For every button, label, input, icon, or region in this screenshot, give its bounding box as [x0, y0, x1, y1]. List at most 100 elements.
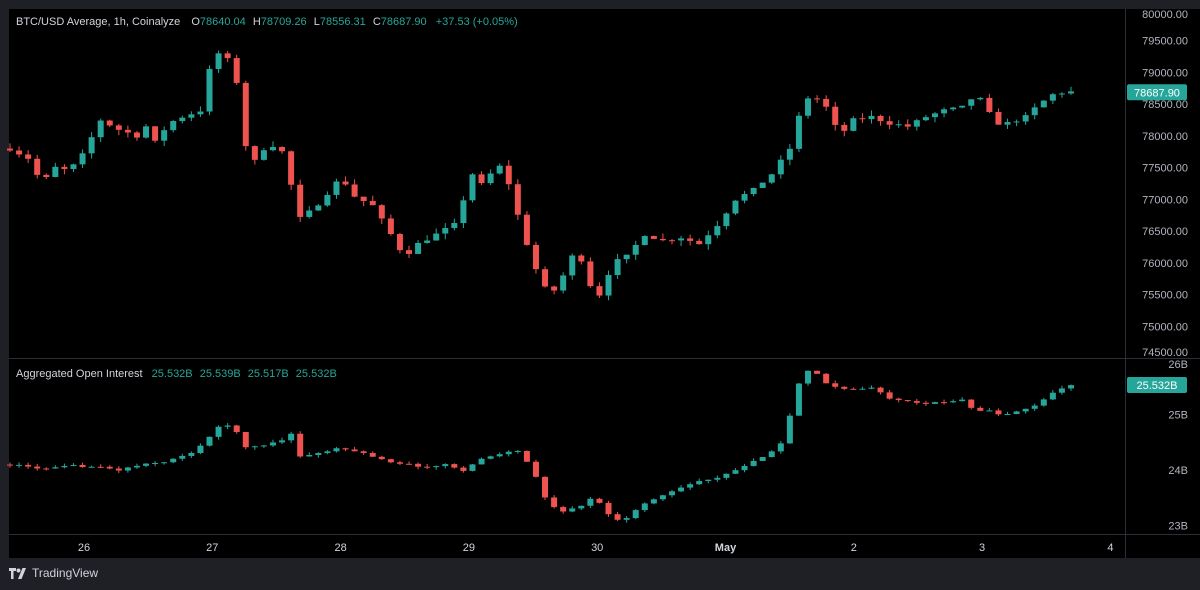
oi-candle-body [578, 505, 585, 509]
oi-candle-body [161, 462, 168, 464]
oi-candle-body [188, 453, 195, 456]
oi-candle-body [70, 464, 77, 466]
price-candle-body [868, 115, 875, 120]
oi-candle-body [823, 373, 830, 384]
oi-candle-body [850, 388, 857, 390]
oi-last-value-label: 25.532B [1137, 380, 1178, 392]
oi-candle-body [913, 401, 920, 403]
x-tick-label-8: 4 [1107, 542, 1113, 554]
oi-candle-body [977, 407, 984, 411]
oi-y-tick-0: 26B [1168, 359, 1188, 371]
oi-candle-body [1022, 408, 1029, 412]
price-candle-body [415, 242, 422, 254]
x-tick-label-2: 28 [334, 542, 346, 554]
oi-candle-body [931, 402, 938, 404]
price-candle-body [668, 240, 675, 242]
price-legend: BTC/USD Average, 1h, Coinalyze O78640.04… [16, 16, 518, 28]
oi-candle-body [224, 425, 231, 427]
price-candle-body [741, 194, 748, 201]
price-candle-body [260, 150, 267, 160]
price-candle-body [460, 200, 467, 224]
oi-candle-body [1058, 388, 1065, 393]
oi-candle-body [995, 410, 1002, 415]
oi-candle-body [687, 484, 694, 488]
price-candle-body [224, 53, 231, 59]
price-y-tick-8: 76000.00 [1142, 258, 1188, 270]
oi-y-tick-1: 25B [1168, 410, 1188, 422]
price-last-value-label: 78687.90 [1134, 87, 1180, 99]
price-candle-body [279, 147, 286, 152]
price-candle-body [523, 214, 530, 245]
price-candle-body [759, 182, 766, 188]
price-candle-body [1049, 94, 1056, 101]
oi-candle-body [641, 503, 648, 511]
oi-candle-body [659, 495, 666, 500]
price-candle-body [895, 124, 902, 126]
price-candle-body [1013, 121, 1020, 123]
price-candle-body [16, 150, 23, 155]
plot-background [9, 9, 1200, 558]
tradingview-logo-icon [9, 567, 26, 579]
x-tick-label-0: 26 [78, 542, 90, 554]
oi-candle-body [269, 442, 276, 446]
oi-candle-body [124, 467, 131, 471]
price-candle-body [886, 121, 893, 125]
oi-candle-body [133, 465, 140, 468]
tradingview-branding[interactable]: TradingView [9, 566, 98, 580]
price-candle-body [88, 137, 95, 154]
oi-candle-body [197, 445, 204, 454]
oi-candle-body [378, 456, 385, 460]
oi-candle-body [895, 398, 902, 401]
price-candle-body [197, 111, 204, 115]
x-tick-label-6: 2 [851, 542, 857, 554]
oi-candle-body [61, 465, 68, 468]
oi-candle-body [904, 400, 911, 402]
oi-legend-close: 25.532B [295, 368, 337, 380]
price-candle-body [43, 174, 50, 178]
oi-candle-body [950, 401, 957, 403]
price-candle-body [106, 120, 113, 126]
price-y-tick-6: 77000.00 [1142, 194, 1188, 206]
price-candle-body [859, 118, 866, 120]
price-candle-body [687, 238, 694, 241]
oi-candle-body [1013, 411, 1020, 415]
oi-candle-body [814, 370, 821, 374]
price-candle-body [532, 244, 539, 270]
oi-candle-body [732, 470, 739, 474]
oi-candle-body [387, 459, 394, 463]
price-candle-body [360, 196, 367, 201]
price-candle-body [805, 98, 812, 116]
price-candle-body [315, 205, 322, 211]
price-candle-body [941, 109, 948, 114]
oi-candle-body [623, 518, 630, 520]
oi-legend-high: 25.539B [199, 368, 241, 380]
oi-candle-body [514, 450, 521, 452]
price-candle-body [496, 165, 503, 174]
price-candle-body [269, 147, 276, 151]
price-candle-body [1058, 93, 1065, 95]
price-legend-symbol: BTC/USD Average, 1h, Coinalyze [16, 16, 181, 28]
oi-candle-body [88, 466, 95, 468]
oi-candle-body [922, 402, 929, 404]
price-y-tick-0: 80000.00 [1142, 9, 1188, 21]
oi-candle-body [714, 477, 721, 480]
price-y-tick-10: 75000.00 [1142, 321, 1188, 333]
oi-candle-body [795, 383, 802, 416]
oi-candle-body [1004, 414, 1011, 416]
oi-legend-open: 25.532B [151, 368, 193, 380]
price-candle-body [614, 259, 621, 276]
oi-candle-body [696, 481, 703, 485]
oi-candle-body [52, 467, 59, 469]
price-y-tick-1: 79500.00 [1142, 36, 1188, 48]
oi-candle-body [442, 464, 449, 467]
tradingview-text: TradingView [32, 566, 99, 580]
price-candle-body [1004, 122, 1011, 125]
oi-candle-body [986, 410, 993, 412]
oi-candle-body [324, 451, 331, 454]
price-candle-body [133, 132, 140, 138]
price-candle-body [650, 236, 657, 239]
oi-candle-body [43, 468, 50, 470]
price-y-tick-9: 75500.00 [1142, 290, 1188, 302]
price-candle-body [959, 105, 966, 108]
